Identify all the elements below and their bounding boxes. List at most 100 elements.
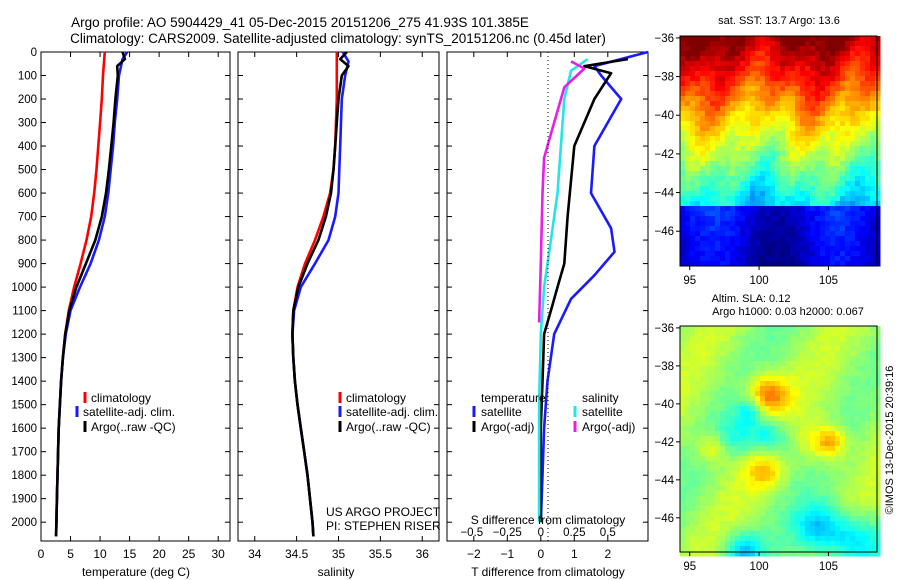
sst-cell xyxy=(860,216,866,222)
sst-cell xyxy=(855,146,861,152)
sla-cell xyxy=(730,541,736,547)
sla-cell xyxy=(705,491,711,497)
sla-cell xyxy=(715,326,721,332)
sst-cell xyxy=(770,46,776,52)
sst-cell xyxy=(805,81,811,87)
sst-cell xyxy=(745,251,751,257)
sla-cell xyxy=(680,431,686,437)
sla-cell xyxy=(780,521,786,527)
sst-cell xyxy=(745,191,751,197)
map-lon-label: 95 xyxy=(683,561,696,573)
sla-cell xyxy=(860,536,866,542)
sst-cell xyxy=(705,261,711,267)
sla-cell xyxy=(765,396,771,402)
sla-cell xyxy=(745,531,751,537)
sla-cell xyxy=(800,476,806,482)
sst-cell xyxy=(865,106,871,112)
sla-cell xyxy=(845,326,851,332)
sla-cell xyxy=(780,461,786,467)
sla-cell xyxy=(685,371,691,377)
series-line-climatology xyxy=(54,51,107,537)
sla-cell xyxy=(760,451,766,457)
sla-cell xyxy=(830,426,836,432)
sla-cell xyxy=(875,461,881,467)
sst-cell xyxy=(815,131,821,137)
sst-cell xyxy=(690,206,696,212)
sst-cell xyxy=(840,116,846,122)
sla-cell xyxy=(785,531,791,537)
sla-cell xyxy=(850,411,856,417)
sla-cell xyxy=(870,411,876,417)
sst-cell xyxy=(720,86,726,92)
sst-cell xyxy=(760,196,766,202)
sst-cell xyxy=(875,76,881,82)
sla-cell xyxy=(795,546,801,552)
sla-cell xyxy=(805,476,811,482)
sst-cell xyxy=(745,91,751,97)
sst-cell xyxy=(835,41,841,47)
sst-cell xyxy=(750,251,756,257)
sst-cell xyxy=(865,131,871,137)
sla-cell xyxy=(740,406,746,412)
sla-cell xyxy=(705,546,711,552)
sla-cell xyxy=(700,491,706,497)
sla-cell xyxy=(785,336,791,342)
sla-cell xyxy=(795,371,801,377)
sst-cell xyxy=(800,96,806,102)
sst-cell xyxy=(855,191,861,197)
sla-cell xyxy=(810,436,816,442)
sst-cell xyxy=(720,51,726,57)
sla-cell xyxy=(735,451,741,457)
sst-cell xyxy=(830,41,836,47)
sla-cell xyxy=(850,521,856,527)
sst-cell xyxy=(705,111,711,117)
sst-cell xyxy=(780,121,786,127)
sst-cell xyxy=(780,171,786,177)
sst-cell xyxy=(830,166,836,172)
sst-cell xyxy=(830,151,836,157)
sla-cell xyxy=(770,431,776,437)
sla-cell xyxy=(720,411,726,417)
legend-label-argo: Argo(..raw -QC) xyxy=(91,420,176,434)
sst-cell xyxy=(750,141,756,147)
sla-cell xyxy=(825,551,831,557)
sla-cell xyxy=(795,376,801,382)
sst-cell xyxy=(760,216,766,222)
sla-cell xyxy=(730,531,736,537)
sla-cell xyxy=(815,431,821,437)
sst-cell xyxy=(750,186,756,192)
sla-cell xyxy=(690,516,696,522)
sst-cell xyxy=(825,36,831,42)
sst-cell xyxy=(780,111,786,117)
sst-cell xyxy=(780,241,786,247)
sst-cell xyxy=(790,111,796,117)
sla-cell xyxy=(725,341,731,347)
sst-cell xyxy=(720,171,726,177)
sst-cell xyxy=(755,211,761,217)
sst-cell xyxy=(780,91,786,97)
sla-cell xyxy=(745,486,751,492)
sla-cell xyxy=(720,481,726,487)
sla-cell xyxy=(735,431,741,437)
sla-cell xyxy=(750,471,756,477)
sst-cell xyxy=(815,76,821,82)
sla-cell xyxy=(790,406,796,412)
sla-cell xyxy=(745,336,751,342)
legend-label-sal-satellite: satellite xyxy=(582,405,623,419)
sla-cell xyxy=(705,451,711,457)
sla-cell xyxy=(785,401,791,407)
sla-cell xyxy=(715,481,721,487)
sla-cell xyxy=(790,456,796,462)
sst-cell xyxy=(860,151,866,157)
sst-cell xyxy=(730,151,736,157)
sla-cell xyxy=(705,466,711,472)
sst-cell xyxy=(805,261,811,267)
sst-cell xyxy=(745,51,751,57)
sst-cell xyxy=(745,151,751,157)
sla-cell xyxy=(765,426,771,432)
sst-cell xyxy=(710,251,716,257)
sst-cell xyxy=(715,211,721,217)
sst-cell xyxy=(800,136,806,142)
sla-cell xyxy=(700,526,706,532)
sst-cell xyxy=(760,91,766,97)
